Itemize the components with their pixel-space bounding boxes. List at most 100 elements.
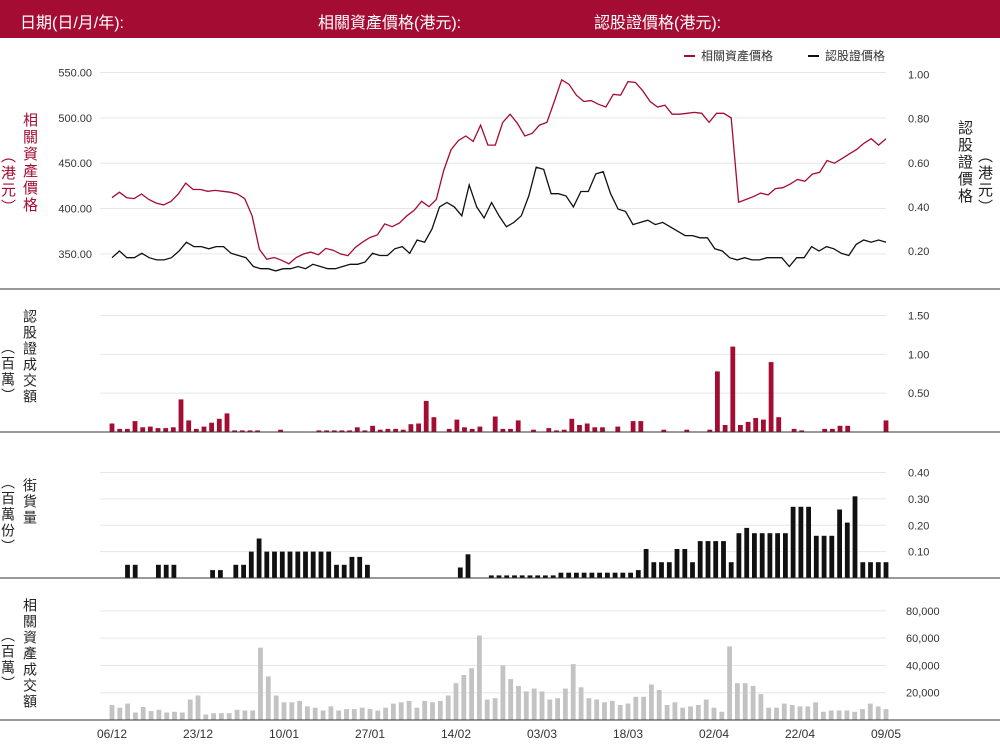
bar [163, 564, 169, 578]
bar [132, 564, 138, 578]
bar [226, 713, 232, 720]
bar [109, 705, 115, 720]
bar [597, 572, 602, 578]
left-tick-label: 500.00 [58, 113, 92, 125]
bar [446, 428, 452, 432]
bar [798, 506, 804, 578]
bar [328, 706, 334, 720]
bar [297, 700, 302, 720]
bar [555, 698, 560, 720]
bar [703, 699, 709, 720]
bar [344, 709, 349, 720]
price-right-unit: （港元） [976, 148, 993, 216]
bar [867, 703, 873, 720]
x-tick-label: 10/01 [269, 727, 299, 741]
bar [684, 429, 690, 432]
bar [193, 428, 199, 432]
bar [484, 699, 490, 720]
bar [753, 418, 759, 432]
bar [722, 425, 728, 432]
bar [201, 426, 207, 432]
bar [790, 506, 796, 578]
bar [531, 688, 537, 720]
bar [666, 562, 672, 578]
bar [172, 711, 177, 720]
panel-tick-label: 40,000 [906, 660, 940, 672]
bar [351, 709, 357, 720]
bar [643, 549, 649, 578]
bar [278, 429, 283, 432]
bar [527, 575, 533, 578]
bar [635, 570, 641, 578]
bar [414, 707, 420, 720]
underlying-price-label: 相關資產價格(港元): [318, 15, 462, 32]
bar [393, 428, 398, 432]
bar [609, 700, 615, 720]
bar [656, 690, 662, 720]
bar [461, 675, 467, 720]
bar [602, 702, 607, 720]
bar [781, 703, 787, 720]
bar [758, 694, 764, 720]
bar [775, 533, 780, 578]
bar [289, 702, 295, 720]
price-left-label: 相關資產價格 [21, 112, 38, 214]
bar [625, 703, 631, 720]
bar [312, 707, 318, 720]
bar [279, 551, 285, 578]
bar [256, 538, 262, 578]
bar [496, 575, 502, 578]
bar [462, 427, 467, 432]
bar [523, 691, 529, 720]
bar [148, 711, 154, 720]
bar [844, 522, 850, 578]
x-tick-label: 23/12 [183, 727, 213, 741]
bar [250, 710, 256, 720]
bar [469, 428, 475, 432]
bar [727, 646, 732, 720]
bar [171, 564, 177, 578]
outstanding-label: 街貨量 [22, 478, 38, 526]
bar [659, 562, 664, 578]
bar [132, 421, 138, 432]
bar [273, 695, 279, 720]
bar [508, 428, 513, 432]
bar [195, 695, 201, 720]
bar [216, 418, 222, 432]
bar [375, 710, 381, 720]
bar [331, 430, 337, 432]
bar [735, 683, 740, 720]
header-bar: 日期(日/月/年): 相關資產價格(港元): 認股證價格(港元): [0, 0, 1000, 38]
bar [457, 567, 463, 578]
bar [682, 549, 688, 578]
left-tick-label: 400.00 [58, 204, 92, 216]
x-tick-label: 02/04 [699, 727, 729, 741]
warrant-turnover-unit: （百萬） [0, 340, 16, 404]
outstanding-unit: （百萬份） [0, 475, 16, 555]
bar [868, 562, 873, 578]
bar [125, 564, 130, 578]
left-tick-label: 450.00 [58, 158, 92, 170]
price-right-label: 認股證價格 [956, 120, 973, 205]
bar [125, 428, 130, 432]
bar [766, 707, 772, 720]
bar [336, 710, 342, 720]
bar [408, 424, 414, 432]
bar [492, 698, 498, 720]
bar [233, 564, 239, 578]
bar [187, 699, 193, 720]
bar [365, 564, 370, 578]
right-tick-label: 0.40 [908, 202, 929, 214]
bar [453, 683, 459, 720]
bar [550, 575, 556, 578]
x-tick-label: 27/01 [355, 727, 385, 741]
bar [531, 429, 536, 432]
bar [295, 551, 301, 578]
bar [875, 706, 881, 720]
bar [303, 551, 308, 578]
bar [561, 429, 567, 432]
bar [761, 419, 766, 432]
bar [752, 533, 757, 578]
bar [558, 572, 564, 578]
bar [109, 423, 115, 432]
